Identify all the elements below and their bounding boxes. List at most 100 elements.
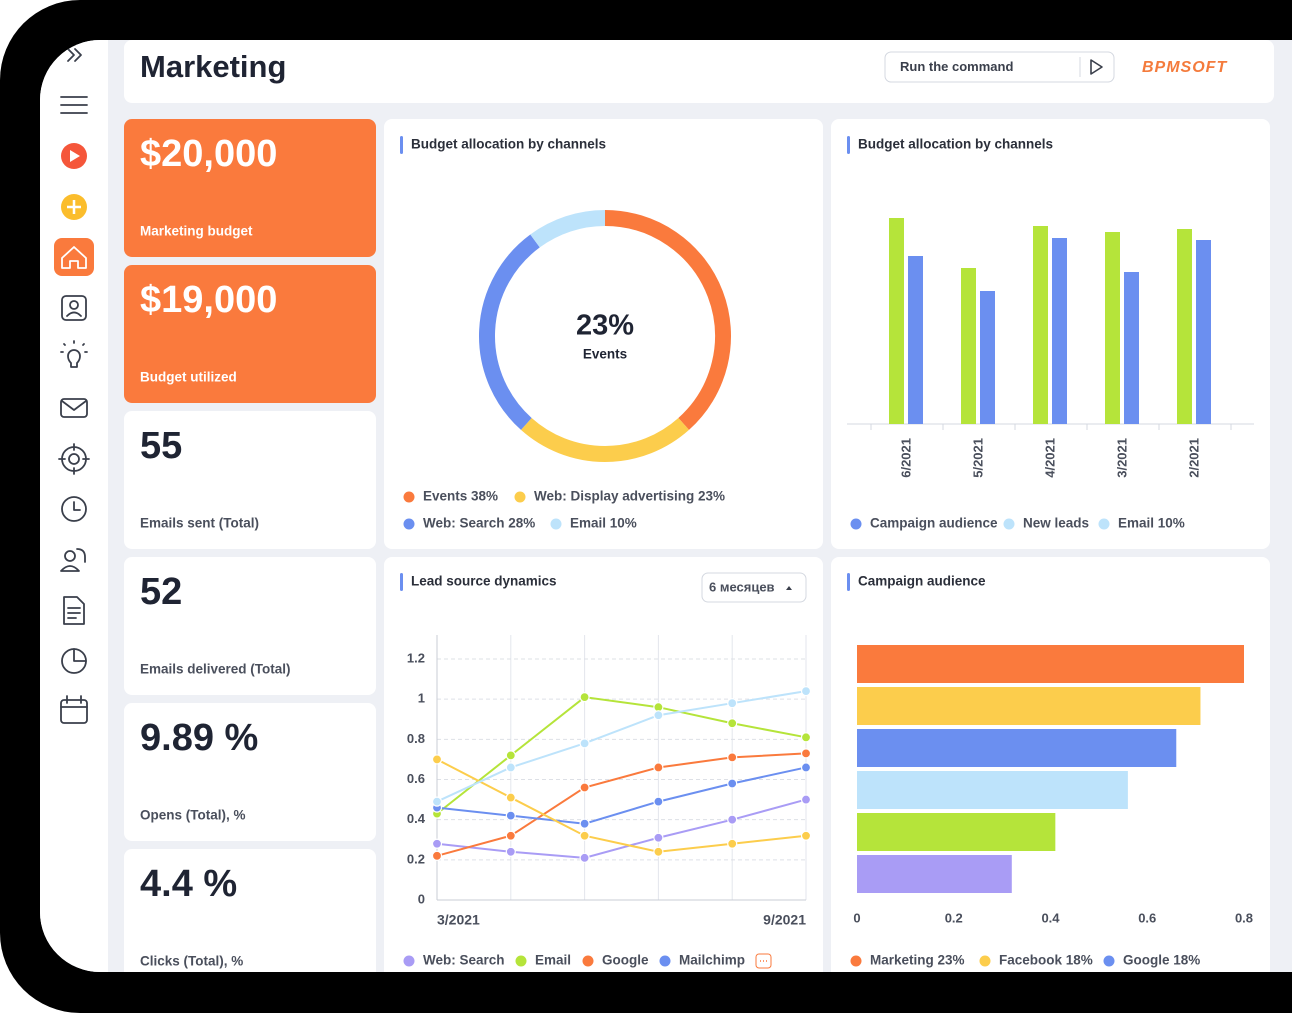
legend-dot — [403, 518, 415, 530]
legend-label: Facebook 18% — [999, 953, 1093, 968]
y-tick-label: 0.8 — [407, 731, 425, 746]
legend-dot — [550, 518, 562, 530]
point — [579, 782, 590, 793]
ideas-icon[interactable] — [60, 340, 88, 368]
point — [505, 792, 516, 803]
donut-segment — [530, 210, 606, 248]
kpi-value: 9.89 % — [140, 717, 258, 759]
bar — [1124, 272, 1139, 424]
legend-label: New leads — [1023, 516, 1089, 531]
title-accent — [400, 136, 403, 154]
kpi-label: Opens (Total), % — [140, 808, 246, 823]
x-tick-label: 0.2 — [945, 910, 963, 925]
x-tick-label: 6/2021 — [898, 438, 913, 478]
bar — [961, 268, 976, 424]
kpi-label: Emails sent (Total) — [140, 516, 259, 531]
card — [384, 119, 823, 549]
legend-label: Email — [535, 953, 571, 968]
point — [653, 796, 664, 807]
point — [579, 830, 590, 841]
page-title: Marketing — [140, 49, 286, 84]
point — [579, 692, 590, 703]
users-icon[interactable] — [64, 550, 76, 562]
legend-dot — [514, 491, 526, 503]
bar — [889, 218, 904, 424]
legend-label: Campaign audience — [870, 516, 998, 531]
add-glyph — [67, 200, 81, 214]
bar — [1052, 238, 1067, 424]
point — [579, 818, 590, 829]
point — [727, 838, 738, 849]
home-icon[interactable] — [54, 238, 94, 276]
bar — [908, 256, 923, 424]
card-title: Budget allocation by channels — [411, 137, 606, 152]
sidebar-icons — [54, 48, 94, 724]
y-tick-label: 1 — [418, 691, 425, 706]
history-icon[interactable] — [61, 496, 87, 522]
title-accent — [847, 136, 850, 154]
bar — [857, 687, 1201, 725]
card-title: Budget allocation by channels — [858, 137, 1053, 152]
line — [436, 758, 807, 853]
legend-dot — [1098, 518, 1110, 530]
logo: BPMSOFT — [1142, 59, 1227, 76]
legend-dot — [582, 955, 594, 967]
bar — [857, 729, 1177, 767]
line — [436, 696, 807, 815]
x-tick-label: 0.6 — [1138, 910, 1156, 925]
donut-segment — [479, 234, 540, 430]
bar — [1105, 232, 1120, 424]
command-run[interactable] — [1090, 59, 1103, 75]
legend-dot — [515, 955, 527, 967]
title-accent — [847, 573, 850, 591]
legend-dot — [1103, 955, 1115, 967]
command-box[interactable] — [884, 51, 1115, 83]
kpi-value: $20,000 — [140, 133, 277, 175]
bar — [980, 291, 995, 424]
point — [800, 732, 812, 743]
calendar-icon[interactable] — [60, 699, 88, 724]
legend-label: Marketing 23% — [870, 953, 965, 968]
point — [653, 832, 664, 843]
point — [727, 752, 738, 763]
run-glyph — [70, 150, 80, 162]
dropdown-arrow — [786, 586, 792, 590]
kpi-card — [124, 411, 376, 549]
line — [436, 752, 807, 857]
legend-dot — [979, 955, 991, 967]
point — [800, 748, 812, 759]
kpi-label: Marketing budget — [140, 224, 253, 239]
period-dropdown[interactable] — [701, 572, 807, 603]
donut-center-value: 23% — [576, 310, 634, 342]
mail-icon[interactable] — [60, 398, 88, 418]
point — [431, 850, 443, 861]
kpi-label: Budget utilized — [140, 370, 237, 385]
line — [436, 766, 807, 825]
expand-icon[interactable] — [67, 48, 82, 62]
point — [505, 762, 516, 773]
bar — [857, 855, 1012, 893]
legend-dot — [403, 491, 415, 503]
point — [800, 830, 812, 841]
docs-icon[interactable] — [63, 596, 85, 625]
donut-segment — [520, 417, 690, 462]
point — [505, 750, 516, 761]
bar — [857, 771, 1128, 809]
y-tick-label: 0.2 — [407, 851, 425, 866]
point — [505, 830, 516, 841]
card — [384, 557, 823, 972]
kpi-value: 52 — [140, 571, 182, 613]
y-tick-label: 0.6 — [407, 771, 425, 786]
bar — [857, 645, 1244, 683]
point — [653, 846, 664, 857]
point — [579, 738, 590, 749]
legend-dot — [850, 955, 862, 967]
point — [800, 762, 812, 773]
kpi-card — [124, 703, 376, 841]
legend-label: Google 18% — [1123, 953, 1200, 968]
point — [727, 814, 738, 825]
contacts-icon[interactable] — [61, 295, 87, 321]
menu-icon[interactable] — [60, 96, 88, 114]
